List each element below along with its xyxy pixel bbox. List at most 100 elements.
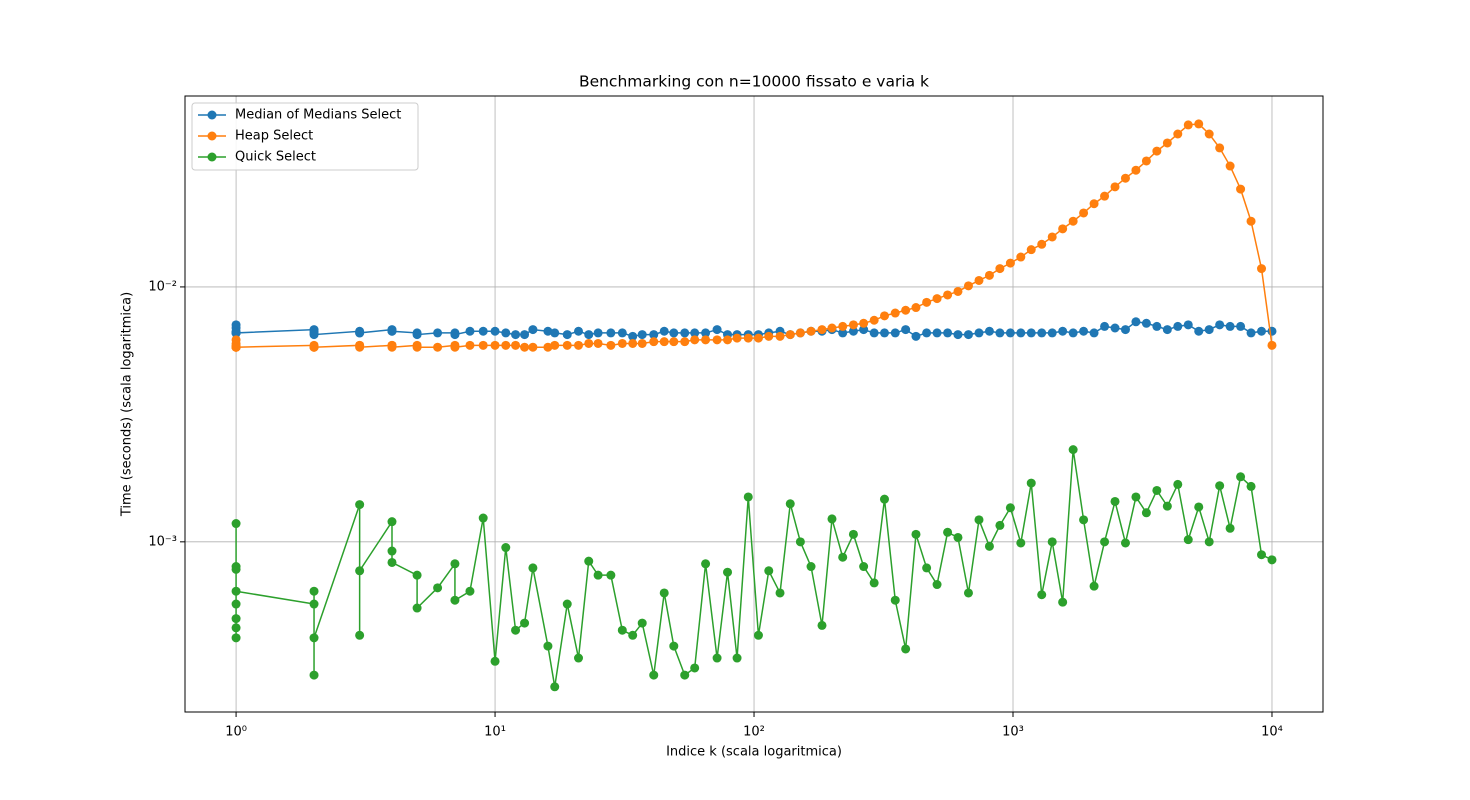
data-point — [1089, 328, 1099, 338]
data-point — [1037, 590, 1047, 600]
data-point — [775, 331, 785, 341]
data-point — [562, 340, 572, 350]
data-point — [1005, 328, 1015, 338]
data-point — [355, 566, 365, 576]
legend-marker — [207, 131, 217, 141]
data-point — [543, 326, 553, 336]
data-point — [795, 328, 805, 338]
data-point — [617, 328, 627, 338]
data-point — [478, 513, 488, 523]
data-point — [890, 328, 900, 338]
data-point — [1183, 535, 1193, 545]
axes-frame — [184, 95, 1324, 713]
data-point — [1194, 502, 1204, 512]
data-point — [1204, 325, 1214, 335]
data-point — [412, 570, 422, 580]
data-point — [743, 333, 753, 343]
data-point — [1068, 328, 1078, 338]
data-point — [550, 328, 560, 338]
data-point — [511, 340, 521, 350]
data-point — [869, 315, 879, 325]
data-point — [1131, 492, 1141, 502]
data-point — [1183, 320, 1193, 330]
data-point — [817, 325, 827, 335]
data-point — [412, 342, 422, 352]
x-tick-label: 10¹ — [484, 725, 506, 740]
data-point — [879, 328, 889, 338]
data-point — [1058, 326, 1068, 336]
data-point — [412, 603, 422, 613]
data-point — [606, 340, 616, 350]
data-point — [309, 330, 319, 340]
data-point — [528, 342, 538, 352]
data-point — [911, 331, 921, 341]
data-point — [1058, 224, 1068, 234]
data-point — [974, 275, 984, 285]
data-point — [1236, 184, 1246, 194]
data-point — [1100, 537, 1110, 547]
data-point — [1026, 478, 1036, 488]
data-point — [764, 331, 774, 341]
data-point — [1267, 326, 1277, 336]
data-point — [387, 546, 397, 556]
data-point — [1110, 182, 1120, 192]
data-point — [1257, 326, 1267, 336]
data-point — [1246, 216, 1256, 226]
data-point — [543, 342, 553, 352]
data-point — [963, 281, 973, 291]
data-point — [309, 342, 319, 352]
data-point — [628, 331, 638, 341]
data-point — [628, 630, 638, 640]
data-point — [848, 326, 858, 336]
data-point — [637, 618, 647, 628]
data-point — [1183, 120, 1193, 130]
data-point — [753, 630, 763, 640]
data-point — [465, 326, 475, 336]
data-point — [1246, 481, 1256, 491]
data-point — [838, 552, 848, 562]
data-point — [848, 320, 858, 330]
data-point — [1162, 501, 1172, 511]
legend-label: Median of Medians Select — [235, 108, 401, 123]
data-point — [355, 500, 365, 510]
data-point — [1110, 496, 1120, 506]
data-point — [659, 588, 669, 598]
data-point — [1225, 161, 1235, 171]
data-point — [817, 620, 827, 630]
data-point — [659, 337, 669, 347]
data-point — [901, 644, 911, 654]
data-point — [1246, 328, 1256, 338]
data-point — [859, 318, 869, 328]
data-point — [1173, 321, 1183, 331]
data-point — [901, 305, 911, 315]
data-point — [1236, 472, 1246, 482]
data-point — [584, 338, 594, 348]
data-point — [995, 328, 1005, 338]
legend-label: Quick Select — [235, 150, 316, 165]
data-point — [732, 333, 742, 343]
data-point — [628, 338, 638, 348]
data-point — [433, 342, 443, 352]
data-point — [974, 328, 984, 338]
data-point — [1110, 323, 1120, 333]
data-point — [520, 330, 530, 340]
data-point — [1152, 146, 1162, 156]
data-point — [593, 570, 603, 580]
data-point — [680, 337, 690, 347]
data-point — [869, 578, 879, 588]
data-point — [520, 342, 530, 352]
data-point — [1016, 252, 1026, 262]
data-point — [785, 330, 795, 340]
data-point — [511, 625, 521, 635]
data-point — [827, 514, 837, 524]
data-point — [785, 499, 795, 509]
data-point — [701, 559, 711, 569]
data-point — [433, 583, 443, 593]
data-point — [649, 330, 659, 340]
data-point — [932, 294, 942, 304]
data-point — [838, 328, 848, 338]
data-point — [649, 337, 659, 347]
data-point — [701, 328, 711, 338]
data-point — [465, 586, 475, 596]
data-point — [922, 328, 932, 338]
